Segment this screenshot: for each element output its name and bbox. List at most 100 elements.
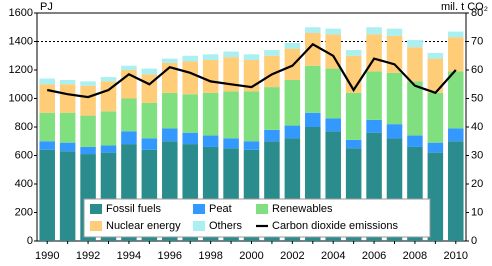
bar-segment <box>427 52 444 59</box>
y-tick-label: 1000 <box>9 92 33 104</box>
x-tick-label: 2002 <box>280 250 304 262</box>
x-tick-label: 2004 <box>321 250 345 262</box>
legend-swatch <box>193 221 205 231</box>
y-axis-title: PJ <box>40 1 53 13</box>
x-tick-label: 2006 <box>362 250 386 262</box>
y-tick-label: 1400 <box>9 35 33 47</box>
y2-tick-label: 10 <box>471 206 483 218</box>
bar-segment <box>386 35 403 73</box>
bar-segment <box>202 54 219 61</box>
bar-segment <box>202 92 219 136</box>
y-tick-label: 1200 <box>9 64 33 76</box>
x-tick-label: 1996 <box>158 250 182 262</box>
bar-segment <box>305 112 321 127</box>
x-tick-label: 1998 <box>198 250 222 262</box>
bar-segment <box>264 55 280 88</box>
legend-swatch <box>90 221 102 231</box>
bar-segment <box>366 34 382 72</box>
y-tick-label: 200 <box>15 206 33 218</box>
bar-segment <box>264 129 280 142</box>
bar-segment <box>100 81 117 112</box>
bar-segment <box>182 132 198 145</box>
x-tick-label: 2008 <box>403 250 427 262</box>
legend-label: Nuclear energy <box>106 220 181 232</box>
bar-segment <box>141 138 158 150</box>
y-tick-label: 400 <box>15 178 33 190</box>
bar-segment <box>141 68 158 75</box>
bar-segment <box>284 42 301 49</box>
bar-segment <box>121 65 137 70</box>
legend-label: Renewables <box>272 203 333 215</box>
bar-segment <box>243 141 260 150</box>
legend-label: Fossil fuels <box>106 203 162 215</box>
bar-segment <box>100 111 117 146</box>
bar-segment <box>39 84 55 113</box>
bar-segment <box>345 139 362 149</box>
bar-segment <box>162 92 178 129</box>
y2-tick-label: 60 <box>471 64 483 76</box>
bar-segment <box>366 71 382 120</box>
legend-swatch <box>90 204 102 214</box>
bar-segment <box>427 58 444 93</box>
bar-segment <box>407 47 423 82</box>
bar-segment <box>59 79 76 85</box>
bar-segment <box>407 81 423 136</box>
x-tick-label: 1994 <box>117 250 141 262</box>
bar-segment <box>121 131 137 145</box>
legend-swatch <box>193 204 205 214</box>
bar-segment <box>80 115 96 147</box>
bar-segment <box>202 60 219 93</box>
bar-segment <box>386 72 403 125</box>
x-tick-label: 1990 <box>35 250 59 262</box>
y-tick-label: 0 <box>27 235 33 247</box>
bar-segment <box>59 84 76 113</box>
bar-segment <box>182 55 198 62</box>
bar-segment <box>284 79 301 126</box>
bar-segment <box>305 27 321 33</box>
bar-segment <box>448 128 464 142</box>
bar-segment <box>366 27 382 35</box>
bar-segment <box>162 128 178 142</box>
bar-segment <box>448 37 464 72</box>
legend-swatch <box>256 204 268 214</box>
y2-axis-title: mil. t CO₂ <box>441 1 488 13</box>
x-tick-label: 2000 <box>239 250 263 262</box>
y2-tick-label: 50 <box>471 92 483 104</box>
bar-segment <box>427 142 444 153</box>
bar-segment <box>345 55 362 93</box>
y2-tick-label: 30 <box>471 149 483 161</box>
bar-segment <box>325 68 341 119</box>
legend-label: Carbon dioxide emissions <box>272 220 398 232</box>
bar-segment <box>325 28 341 35</box>
bar-segment <box>80 85 96 116</box>
legend: Fossil fuels Peat Renewables Nuclear energy… <box>83 198 431 238</box>
bar-segment <box>223 51 239 58</box>
bar-segment <box>80 81 96 86</box>
bar-segment <box>202 135 219 147</box>
bar-segment <box>407 40 423 48</box>
bar-segment <box>448 141 464 241</box>
bar-segment <box>223 57 239 92</box>
legend-label: Peat <box>209 203 232 215</box>
x-tick-label: 1992 <box>76 250 100 262</box>
bar-segment <box>59 112 76 143</box>
bar-segment <box>223 138 239 149</box>
y-tick-label: 600 <box>15 149 33 161</box>
bar-segment <box>59 142 76 152</box>
bar-segment <box>121 98 137 132</box>
y-tick-label: 1600 <box>9 7 33 19</box>
bar-segment <box>59 151 76 241</box>
bar-segment <box>345 92 362 140</box>
y2-tick-label: 0 <box>471 235 477 247</box>
bar-segment <box>325 118 341 132</box>
y2-tick-label: 80 <box>471 7 483 19</box>
y2-tick-label: 20 <box>471 178 483 190</box>
line-series <box>46 42 457 99</box>
bar-segment <box>162 58 178 63</box>
bar-segment <box>448 71 464 129</box>
bar-segment <box>427 152 444 241</box>
bar-segment <box>264 87 280 130</box>
bar-segment <box>39 112 55 142</box>
bar-segment <box>427 92 444 143</box>
